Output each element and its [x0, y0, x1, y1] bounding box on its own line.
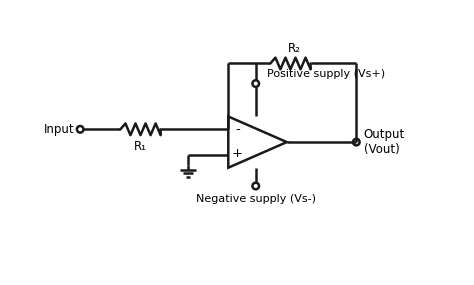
- Text: Positive supply (Vs+): Positive supply (Vs+): [267, 70, 385, 80]
- Text: Output
(Vout): Output (Vout): [364, 128, 405, 156]
- Text: R₂: R₂: [288, 42, 301, 55]
- Text: -: -: [235, 123, 240, 136]
- Text: R₁: R₁: [134, 140, 147, 152]
- Text: Negative supply (Vs-): Negative supply (Vs-): [196, 194, 316, 204]
- Text: Input: Input: [44, 123, 75, 136]
- Text: +: +: [232, 146, 243, 160]
